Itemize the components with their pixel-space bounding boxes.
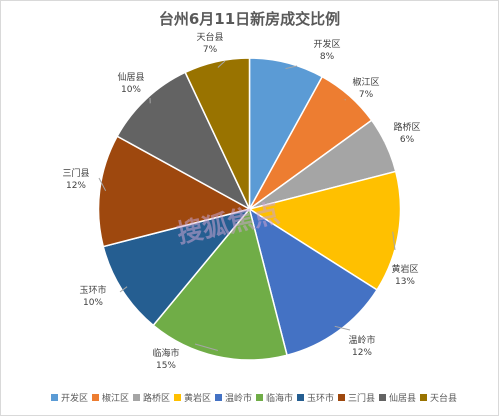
legend-item-label: 仙居县 [389, 392, 416, 404]
pie-slice-5 [248, 207, 379, 357]
legend-swatch [297, 394, 304, 401]
slice-name-label: 天台县 [196, 31, 223, 43]
legend-swatch [51, 394, 58, 401]
legend-item-label: 临海市 [266, 392, 293, 404]
slice-name-label: 路桥区 [393, 121, 420, 133]
leader-line [119, 286, 128, 293]
legend: 开发区 椒江区 路桥区 黄岩区 温岭市 临海市 玉环市 三门县 仙居县 天台县 [51, 392, 457, 404]
slice-name-label: 温岭市 [348, 334, 375, 346]
slice-name-label: 玉环市 [79, 284, 106, 296]
slice-percent-label: 10% [121, 85, 141, 95]
leader-line [285, 65, 298, 70]
slice-percent-label: 7% [359, 90, 374, 100]
pie-slice-6 [152, 207, 288, 361]
leader-line [380, 141, 385, 148]
slice-percent-label: 8% [320, 52, 335, 62]
legend-item-label: 开发区 [61, 392, 88, 404]
legend-swatch [133, 394, 140, 401]
slice-percent-label: 12% [66, 181, 86, 191]
leader-line [217, 60, 226, 68]
legend-swatch [379, 394, 386, 401]
slice-name-label: 三门县 [62, 167, 89, 179]
slice-name-label: 椒江区 [352, 76, 379, 88]
slice-percent-label: 6% [400, 135, 415, 145]
pie-slices [97, 57, 402, 361]
chart-title: 台州6月11日新房成交比例 [159, 10, 340, 28]
pie-slice-4 [247, 170, 402, 291]
leader-line [194, 343, 219, 351]
legend-swatch [92, 394, 99, 401]
legend-item-label: 黄岩区 [184, 392, 211, 404]
pie-slice-8 [97, 135, 252, 248]
slice-percent-label: 10% [83, 298, 103, 308]
legend-swatch [174, 394, 181, 401]
legend-item-label: 路桥区 [143, 392, 170, 404]
slice-name-label: 临海市 [152, 347, 179, 359]
leader-line [334, 325, 351, 331]
slice-percent-label: 15% [156, 361, 176, 371]
slice-percent-label: 13% [395, 277, 415, 287]
legend-item-label: 三门县 [348, 392, 375, 404]
leader-line [392, 231, 396, 251]
slice-percent-label: 12% [352, 348, 372, 358]
data-labels: 开发区 8% 椒江区 7% 路桥区 6% 黄岩区 13% 温岭市 12% 临海市 15% 玉环市 10% 三… [62, 31, 420, 371]
legend-swatch [338, 394, 345, 401]
slice-name-label: 黄岩区 [391, 263, 418, 275]
legend-swatch [256, 394, 263, 401]
legend-swatch [420, 394, 427, 401]
legend-item-label: 天台县 [430, 392, 457, 404]
legend-item-label: 温岭市 [225, 392, 252, 404]
legend-swatch [215, 394, 222, 401]
slice-name-label: 仙居县 [117, 71, 144, 83]
slice-name-label: 开发区 [313, 38, 340, 50]
slice-percent-label: 7% [203, 45, 218, 55]
legend-item-label: 椒江区 [102, 392, 129, 404]
legend-item-label: 玉环市 [307, 392, 334, 404]
leader-line [98, 177, 107, 192]
pie-slice-10 [184, 57, 251, 210]
pie-slice-9 [116, 71, 252, 211]
